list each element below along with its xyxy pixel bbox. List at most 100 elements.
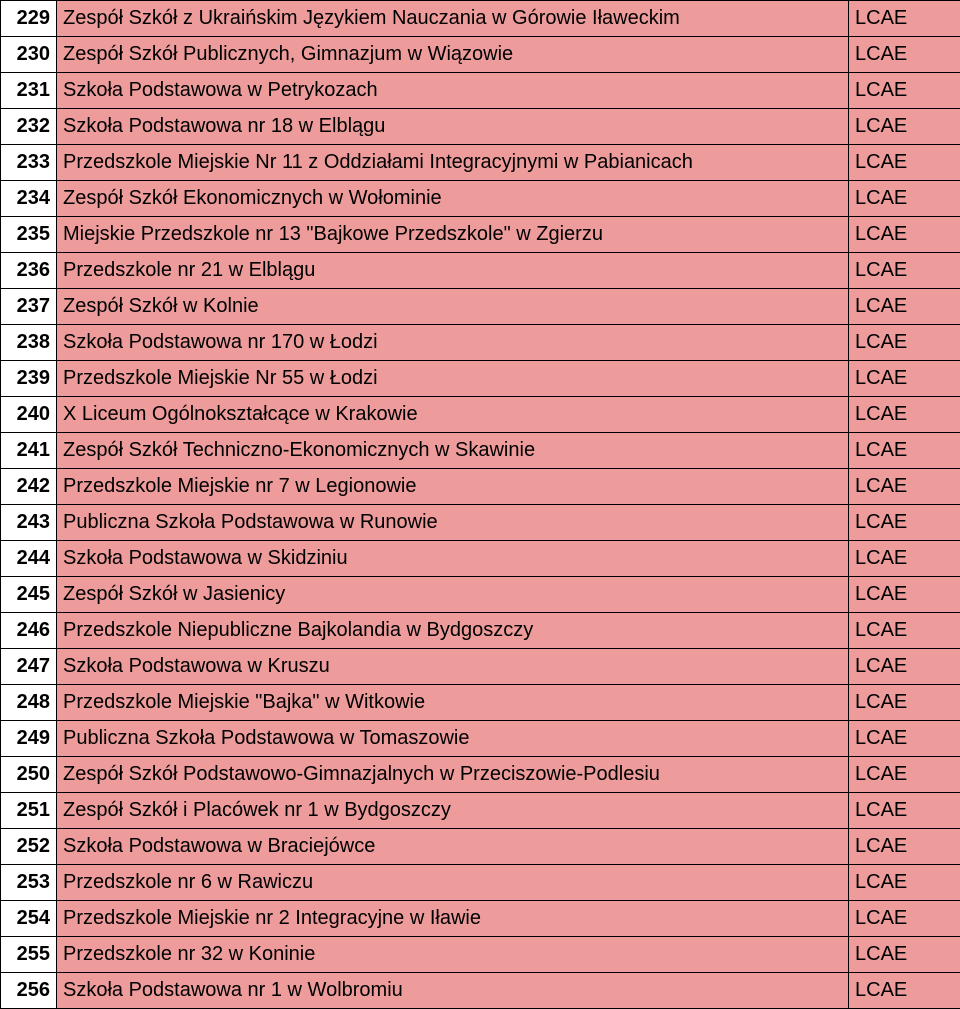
school-name: Zespół Szkół Podstawowo-Gimnazjalnych w …: [57, 757, 849, 793]
school-code: LCAE: [849, 289, 960, 325]
row-number: 245: [1, 577, 57, 613]
school-code: LCAE: [849, 361, 960, 397]
school-name: X Liceum Ogólnokształcące w Krakowie: [57, 397, 849, 433]
row-number: 246: [1, 613, 57, 649]
school-code: LCAE: [849, 793, 960, 829]
school-name: Zespół Szkół w Kolnie: [57, 289, 849, 325]
school-name: Przedszkole Miejskie Nr 11 z Oddziałami …: [57, 145, 849, 181]
row-number: 254: [1, 901, 57, 937]
row-number: 242: [1, 469, 57, 505]
row-number: 233: [1, 145, 57, 181]
table-row: 245Zespół Szkół w JasienicyLCAE: [1, 577, 960, 613]
school-name: Miejskie Przedszkole nr 13 "Bajkowe Prze…: [57, 217, 849, 253]
table-row: 246Przedszkole Niepubliczne Bajkolandia …: [1, 613, 960, 649]
row-number: 231: [1, 73, 57, 109]
row-number: 230: [1, 37, 57, 73]
school-name: Przedszkole Niepubliczne Bajkolandia w B…: [57, 613, 849, 649]
school-code: LCAE: [849, 181, 960, 217]
school-code: LCAE: [849, 829, 960, 865]
school-name: Publiczna Szkoła Podstawowa w Tomaszowie: [57, 721, 849, 757]
table-row: 233Przedszkole Miejskie Nr 11 z Oddziała…: [1, 145, 960, 181]
table-row: 229Zespół Szkół z Ukraińskim Językiem Na…: [1, 1, 960, 37]
school-name: Szkoła Podstawowa w Skidziniu: [57, 541, 849, 577]
table-row: 256Szkoła Podstawowa nr 1 w WolbromiuLCA…: [1, 973, 960, 1009]
school-name: Zespół Szkół i Placówek nr 1 w Bydgoszcz…: [57, 793, 849, 829]
school-code: LCAE: [849, 253, 960, 289]
school-name: Szkoła Podstawowa w Petrykozach: [57, 73, 849, 109]
row-number: 251: [1, 793, 57, 829]
school-code: LCAE: [849, 1, 960, 37]
school-table: 229Zespół Szkół z Ukraińskim Językiem Na…: [0, 0, 960, 1009]
table-row: 242Przedszkole Miejskie nr 7 w Legionowi…: [1, 469, 960, 505]
table-row: 238Szkoła Podstawowa nr 170 w ŁodziLCAE: [1, 325, 960, 361]
table-row: 239Przedszkole Miejskie Nr 55 w ŁodziLCA…: [1, 361, 960, 397]
row-number: 234: [1, 181, 57, 217]
table-row: 255Przedszkole nr 32 w KoninieLCAE: [1, 937, 960, 973]
school-name: Przedszkole nr 32 w Koninie: [57, 937, 849, 973]
row-number: 252: [1, 829, 57, 865]
table-row: 254Przedszkole Miejskie nr 2 Integracyjn…: [1, 901, 960, 937]
school-code: LCAE: [849, 469, 960, 505]
school-name: Szkoła Podstawowa nr 170 w Łodzi: [57, 325, 849, 361]
row-number: 236: [1, 253, 57, 289]
school-name: Zespół Szkół Techniczno-Ekonomicznych w …: [57, 433, 849, 469]
school-code: LCAE: [849, 397, 960, 433]
school-code: LCAE: [849, 865, 960, 901]
school-code: LCAE: [849, 541, 960, 577]
school-code: LCAE: [849, 649, 960, 685]
table-row: 249Publiczna Szkoła Podstawowa w Tomaszo…: [1, 721, 960, 757]
school-name: Zespół Szkół w Jasienicy: [57, 577, 849, 613]
row-number: 239: [1, 361, 57, 397]
school-code: LCAE: [849, 613, 960, 649]
table-row: 251Zespół Szkół i Placówek nr 1 w Bydgos…: [1, 793, 960, 829]
school-name: Przedszkole Miejskie Nr 55 w Łodzi: [57, 361, 849, 397]
row-number: 248: [1, 685, 57, 721]
school-code: LCAE: [849, 505, 960, 541]
school-code: LCAE: [849, 109, 960, 145]
row-number: 244: [1, 541, 57, 577]
school-code: LCAE: [849, 685, 960, 721]
school-name: Zespół Szkół Publicznych, Gimnazjum w Wi…: [57, 37, 849, 73]
table-row: 253Przedszkole nr 6 w RawiczuLCAE: [1, 865, 960, 901]
school-code: LCAE: [849, 937, 960, 973]
table-row: 247Szkoła Podstawowa w KruszuLCAE: [1, 649, 960, 685]
school-code: LCAE: [849, 325, 960, 361]
school-name: Zespół Szkół z Ukraińskim Językiem Naucz…: [57, 1, 849, 37]
table-row: 243Publiczna Szkoła Podstawowa w Runowie…: [1, 505, 960, 541]
table-row: 248Przedszkole Miejskie "Bajka" w Witkow…: [1, 685, 960, 721]
table-row: 237Zespół Szkół w KolnieLCAE: [1, 289, 960, 325]
school-name: Szkoła Podstawowa w Kruszu: [57, 649, 849, 685]
table-row: 244Szkoła Podstawowa w SkidziniuLCAE: [1, 541, 960, 577]
row-number: 256: [1, 973, 57, 1009]
school-code: LCAE: [849, 721, 960, 757]
school-code: LCAE: [849, 757, 960, 793]
table-row: 231Szkoła Podstawowa w PetrykozachLCAE: [1, 73, 960, 109]
school-name: Przedszkole nr 6 w Rawiczu: [57, 865, 849, 901]
row-number: 240: [1, 397, 57, 433]
school-code: LCAE: [849, 217, 960, 253]
row-number: 232: [1, 109, 57, 145]
school-code: LCAE: [849, 973, 960, 1009]
school-code: LCAE: [849, 145, 960, 181]
school-code: LCAE: [849, 73, 960, 109]
table-row: 241Zespół Szkół Techniczno-Ekonomicznych…: [1, 433, 960, 469]
row-number: 243: [1, 505, 57, 541]
school-name: Przedszkole Miejskie "Bajka" w Witkowie: [57, 685, 849, 721]
table-row: 232Szkoła Podstawowa nr 18 w ElbląguLCAE: [1, 109, 960, 145]
row-number: 249: [1, 721, 57, 757]
table-row: 250Zespół Szkół Podstawowo-Gimnazjalnych…: [1, 757, 960, 793]
school-name: Szkoła Podstawowa nr 1 w Wolbromiu: [57, 973, 849, 1009]
school-code: LCAE: [849, 901, 960, 937]
table-row: 230Zespół Szkół Publicznych, Gimnazjum w…: [1, 37, 960, 73]
row-number: 237: [1, 289, 57, 325]
school-code: LCAE: [849, 433, 960, 469]
row-number: 235: [1, 217, 57, 253]
row-number: 241: [1, 433, 57, 469]
row-number: 238: [1, 325, 57, 361]
table-row: 240X Liceum Ogólnokształcące w KrakowieL…: [1, 397, 960, 433]
school-name: Zespół Szkół Ekonomicznych w Wołominie: [57, 181, 849, 217]
table-row: 236Przedszkole nr 21 w ElbląguLCAE: [1, 253, 960, 289]
table-row: 234Zespół Szkół Ekonomicznych w Wołomini…: [1, 181, 960, 217]
school-name: Przedszkole Miejskie nr 7 w Legionowie: [57, 469, 849, 505]
school-name: Szkoła Podstawowa w Braciejówce: [57, 829, 849, 865]
